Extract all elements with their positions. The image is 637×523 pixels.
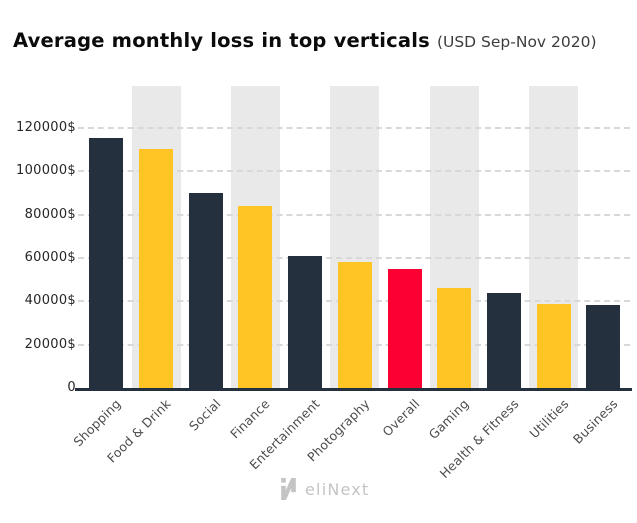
y-axis-tick-label: 80000$: [24, 206, 76, 222]
gridline: [78, 213, 630, 216]
x-axis-label-social: Social: [185, 396, 224, 434]
bar-entertainment: [288, 255, 323, 388]
y-axis-tick-label: 0: [67, 380, 76, 395]
y-axis-tick-label: 60000$: [24, 250, 76, 265]
bar-gaming: [437, 288, 472, 388]
y-axis-tick-label: 40000$: [24, 293, 76, 309]
y-axis-tick-label: 20000$: [24, 336, 76, 352]
x-axis-label-overall: Overall: [378, 396, 423, 440]
elinext-n-icon: [281, 478, 296, 500]
x-axis-label-business: Business: [570, 396, 621, 447]
bar-shopping: [89, 137, 124, 388]
bar-photography: [337, 262, 372, 388]
bar-finance: [238, 206, 273, 388]
bar-health-fitness: [486, 292, 521, 388]
y-axis-tick-label: 100000$: [16, 163, 76, 179]
x-axis-label-utilities: Utilities: [526, 396, 572, 442]
gridline: [78, 257, 630, 259]
x-axis-label-finance: Finance: [227, 396, 273, 442]
gridline: [78, 170, 630, 173]
x-axis-label-gaming: Gaming: [425, 396, 472, 443]
chart-title-row: Average monthly loss in top verticals (U…: [13, 29, 597, 52]
bar-food-drink: [139, 148, 173, 388]
bar-business: [586, 304, 621, 388]
chart-subtitle: (USD Sep-Nov 2020): [436, 33, 597, 51]
elinext-logo: eliNext: [281, 478, 369, 500]
gridline: [78, 127, 630, 129]
y-axis-tick-label: 120000$: [16, 120, 76, 135]
bar-overall: [387, 268, 422, 388]
x-axis-line: [75, 388, 632, 391]
chart-title: Average monthly loss in top verticals: [13, 29, 430, 52]
bar-social: [188, 193, 223, 388]
elinext-logo-text: eliNext: [305, 479, 370, 499]
bar-utilities: [536, 303, 571, 388]
